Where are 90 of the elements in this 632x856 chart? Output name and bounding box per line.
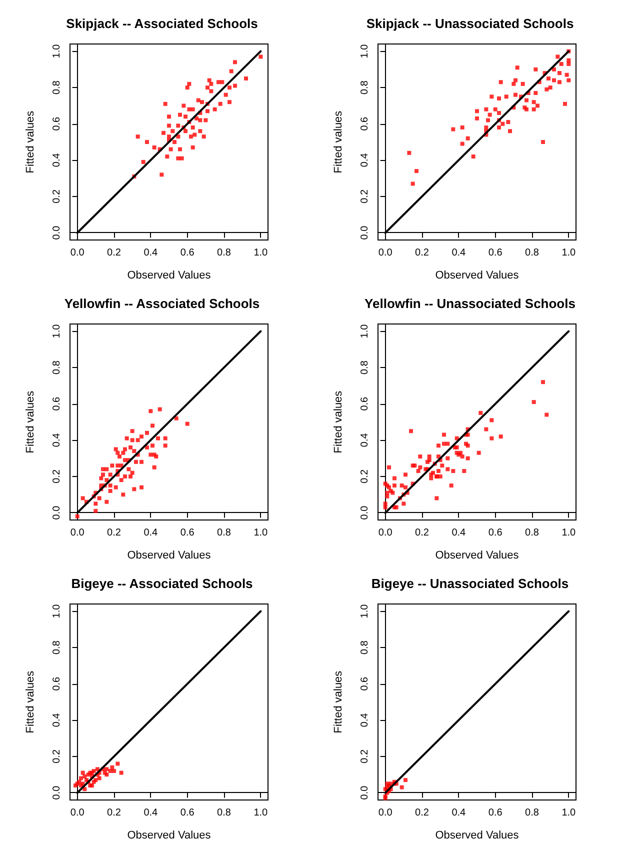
y-tick-label: 0.8 — [360, 640, 370, 655]
chart-title: Bigeye -- Associated Schools — [71, 576, 253, 591]
x-tick-label: 1.0 — [562, 808, 576, 818]
x-tick-label: 0.6 — [180, 808, 195, 818]
x-tick-label: 0.8 — [525, 528, 540, 538]
y-tick-label: 0.8 — [52, 80, 62, 95]
x-tick-label: 0.2 — [107, 528, 122, 538]
x-tick-label: 0.6 — [180, 528, 195, 538]
y-axis-title: Fitted values — [24, 670, 36, 734]
y-tick-label: 1.0 — [52, 324, 62, 338]
x-tick-label: 0.2 — [415, 528, 430, 538]
y-tick-label: 0.8 — [52, 360, 62, 375]
y-tick-label: 0.2 — [52, 749, 62, 764]
y-tick-label: 1.0 — [360, 44, 370, 58]
x-tick-label: 0.6 — [488, 248, 503, 258]
y-tick-label: 0.8 — [360, 360, 370, 375]
y-tick-label: 0.4 — [360, 432, 370, 448]
y-tick-label: 0.4 — [360, 712, 370, 728]
x-tick-label: 0.6 — [180, 248, 195, 258]
y-tick-label: 0.8 — [52, 640, 62, 655]
y-tick-label: 1.0 — [52, 44, 62, 58]
y-tick-label: 0.2 — [52, 189, 62, 204]
y-tick-label: 0.2 — [360, 469, 370, 484]
y-tick-label: 0.0 — [52, 785, 62, 800]
y-tick-label: 1.0 — [360, 324, 370, 338]
x-tick-label: 0.0 — [378, 248, 393, 258]
y-tick-label: 0.6 — [360, 676, 370, 691]
x-axis-title: Observed Values — [435, 830, 520, 842]
x-tick-label: 1.0 — [254, 808, 268, 818]
x-tick-label: 0.4 — [452, 528, 466, 538]
y-axis-title: Fitted values — [332, 670, 344, 734]
y-tick-label: 0.6 — [52, 676, 62, 691]
x-axis-title: Observed Values — [127, 550, 212, 562]
x-tick-label: 0.0 — [378, 528, 393, 538]
y-tick-label: 0.0 — [360, 225, 370, 240]
y-axis-title: Fitted values — [332, 110, 344, 174]
y-tick-label: 1.0 — [52, 604, 62, 618]
chart-title: Bigeye -- Unassociated Schools — [371, 576, 569, 591]
x-tick-label: 0.0 — [70, 808, 85, 818]
y-tick-label: 0.0 — [360, 785, 370, 800]
x-tick-label: 0.4 — [452, 808, 466, 818]
y-tick-label: 0.8 — [360, 80, 370, 95]
x-axis-title: Observed Values — [435, 270, 520, 282]
y-axis-title: Fitted values — [332, 390, 344, 454]
y-tick-label: 0.2 — [360, 189, 370, 204]
x-tick-label: 1.0 — [562, 528, 576, 538]
x-tick-label: 1.0 — [254, 528, 268, 538]
x-tick-label: 0.2 — [415, 808, 430, 818]
x-tick-label: 0.8 — [525, 248, 540, 258]
y-tick-label: 1.0 — [360, 604, 370, 618]
x-tick-label: 0.4 — [144, 528, 158, 538]
x-tick-label: 0.2 — [107, 808, 122, 818]
x-axis-title: Observed Values — [127, 270, 212, 282]
y-tick-label: 0.2 — [360, 749, 370, 764]
x-tick-label: 0.0 — [378, 808, 393, 818]
x-tick-label: 0.0 — [70, 528, 85, 538]
x-axis-title: Observed Values — [127, 830, 212, 842]
x-tick-label: 0.8 — [217, 808, 232, 818]
x-tick-label: 0.0 — [70, 248, 85, 258]
y-axis-title: Fitted values — [24, 390, 36, 454]
y-tick-label: 0.6 — [52, 116, 62, 131]
y-tick-label: 0.0 — [360, 505, 370, 520]
x-tick-label: 0.2 — [107, 248, 122, 258]
x-tick-label: 0.8 — [217, 248, 232, 258]
x-tick-label: 0.2 — [415, 248, 430, 258]
x-tick-label: 0.6 — [488, 528, 503, 538]
x-tick-label: 0.4 — [144, 248, 158, 258]
y-tick-label: 0.0 — [52, 225, 62, 240]
y-tick-label: 0.6 — [360, 396, 370, 411]
y-tick-label: 0.4 — [52, 432, 62, 448]
chart-title: Yellowfin -- Unassociated Schools — [364, 296, 576, 311]
x-tick-label: 0.6 — [488, 808, 503, 818]
x-tick-label: 0.8 — [217, 528, 232, 538]
y-tick-label: 0.6 — [52, 396, 62, 411]
x-tick-label: 1.0 — [254, 248, 268, 258]
y-tick-label: 0.0 — [52, 505, 62, 520]
y-tick-label: 0.4 — [52, 152, 62, 168]
x-tick-label: 0.4 — [144, 808, 158, 818]
x-tick-label: 0.4 — [452, 248, 466, 258]
y-tick-label: 0.2 — [52, 469, 62, 484]
y-tick-label: 0.6 — [360, 116, 370, 131]
y-tick-label: 0.4 — [52, 712, 62, 728]
chart-title: Skipjack -- Associated Schools — [66, 16, 258, 31]
chart-title: Skipjack -- Unassociated Schools — [366, 16, 574, 31]
y-axis-title: Fitted values — [24, 110, 36, 174]
chart-title: Yellowfin -- Associated Schools — [64, 296, 260, 311]
x-tick-label: 0.8 — [525, 808, 540, 818]
y-tick-label: 0.4 — [360, 152, 370, 168]
x-axis-title: Observed Values — [435, 550, 520, 562]
x-tick-label: 1.0 — [562, 248, 576, 258]
